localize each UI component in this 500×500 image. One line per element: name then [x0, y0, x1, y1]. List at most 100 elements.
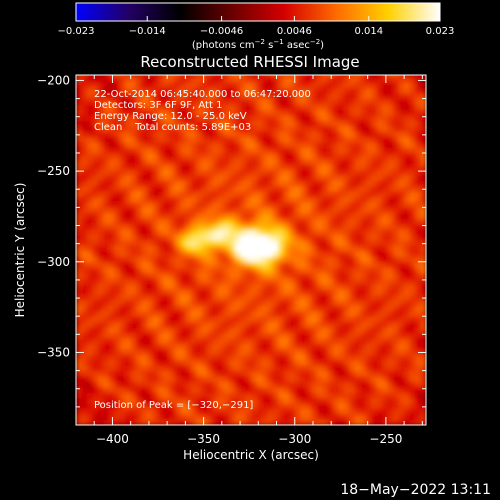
heatmap-cell — [136, 376, 143, 383]
heatmap-cell — [190, 75, 197, 78]
heatmap-cell — [103, 152, 110, 160]
heatmap-cell — [125, 120, 132, 127]
heatmap-cell — [201, 93, 208, 100]
heatmap-cell — [349, 212, 356, 219]
heatmap-cell — [316, 212, 323, 219]
heatmap-cell — [360, 381, 367, 388]
heatmap-cell — [168, 98, 176, 105]
heatmap-cell — [158, 278, 165, 285]
heatmap-cell — [108, 234, 115, 241]
heatmap-cell — [267, 376, 274, 383]
heatmap-cell — [305, 365, 312, 372]
heatmap-cell — [103, 408, 110, 415]
heatmap-cell — [261, 120, 269, 127]
heatmap-cell — [371, 370, 378, 377]
heatmap-cell — [311, 223, 318, 230]
heatmap-cell — [349, 218, 356, 225]
heatmap-cell — [420, 152, 426, 160]
heatmap-cell — [125, 147, 132, 154]
heatmap-cell — [245, 125, 252, 132]
heatmap-cell — [251, 278, 258, 285]
heatmap-cell — [343, 169, 351, 176]
heatmap-cell — [311, 337, 318, 344]
heatmap-cell — [261, 169, 269, 176]
heatmap-cell — [398, 419, 405, 425]
heatmap-cell — [234, 365, 241, 372]
heatmap-cell — [387, 163, 394, 170]
heatmap-cell — [81, 370, 88, 377]
heatmap-cell — [322, 359, 329, 366]
heatmap-cell — [81, 414, 88, 421]
heatmap-cell — [81, 327, 88, 334]
heatmap-cell — [97, 185, 104, 192]
heatmap-cell — [152, 240, 159, 247]
heatmap-cell — [278, 174, 285, 181]
heatmap-cell — [371, 408, 378, 415]
heatmap-cell — [311, 125, 318, 132]
heatmap-cell — [256, 403, 263, 410]
heatmap-cell — [196, 327, 203, 334]
heatmap-cell — [141, 82, 148, 89]
heatmap-cell — [245, 359, 252, 366]
heatmap-cell — [415, 250, 422, 257]
heatmap-cell — [114, 120, 121, 127]
heatmap-cell — [86, 370, 94, 377]
heatmap-cell — [404, 98, 411, 105]
heatmap-cell — [81, 98, 88, 105]
heatmap-cell — [278, 365, 285, 372]
heatmap-cell — [300, 348, 307, 355]
heatmap-cell — [256, 408, 263, 415]
heatmap-cell — [267, 288, 274, 296]
heatmap-cell — [234, 212, 241, 219]
heatmap-cell — [294, 75, 301, 78]
heatmap-cell — [125, 321, 132, 328]
heatmap-cell — [272, 147, 279, 154]
heatmap-cell — [163, 158, 170, 165]
heatmap-cell — [289, 408, 296, 415]
heatmap-cell — [163, 392, 170, 399]
heatmap-cell — [409, 408, 416, 415]
heatmap-cell — [360, 136, 367, 143]
heatmap-cell — [398, 359, 405, 366]
heatmap-cell — [305, 299, 312, 306]
heatmap-cell — [354, 381, 361, 388]
heatmap-cell — [114, 142, 121, 149]
heatmap-cell — [218, 218, 225, 225]
heatmap-cell — [76, 256, 83, 263]
heatmap-cell — [201, 131, 208, 138]
heatmap-cell — [305, 250, 312, 257]
heatmap-cell — [289, 207, 296, 214]
heatmap-cell — [179, 408, 186, 415]
heatmap-cell — [327, 397, 334, 404]
heatmap-cell — [185, 196, 192, 203]
heatmap-cell — [179, 147, 186, 154]
heatmap-cell — [267, 327, 274, 334]
heatmap-cell — [333, 343, 340, 350]
heatmap-cell — [294, 169, 301, 176]
heatmap-cell — [278, 109, 285, 116]
heatmap-cell — [76, 403, 83, 410]
heatmap-cell — [343, 234, 351, 241]
heatmap-cell — [86, 114, 94, 121]
heatmap-cell — [278, 316, 285, 323]
heatmap-cell — [256, 218, 263, 225]
heatmap-cell — [147, 136, 154, 143]
heatmap-cell — [343, 212, 351, 219]
heatmap-cell — [229, 354, 236, 361]
heatmap-cell — [108, 354, 115, 361]
heatmap-cell — [114, 174, 121, 181]
heatmap-cell — [92, 337, 99, 344]
x-tick-label: −300 — [278, 432, 311, 446]
heatmap-cell — [393, 408, 400, 415]
heatmap-cell — [382, 76, 389, 83]
heatmap-cell — [147, 98, 154, 105]
heatmap-cell — [130, 93, 137, 100]
heatmap-cell — [97, 337, 104, 344]
heatmap-cell — [376, 348, 383, 355]
heatmap-cell — [174, 207, 181, 214]
heatmap-cell — [322, 256, 329, 263]
heatmap-cell — [81, 191, 88, 198]
heatmap-cell — [158, 87, 165, 94]
heatmap-cell — [393, 82, 400, 89]
heatmap-cell — [163, 125, 170, 132]
